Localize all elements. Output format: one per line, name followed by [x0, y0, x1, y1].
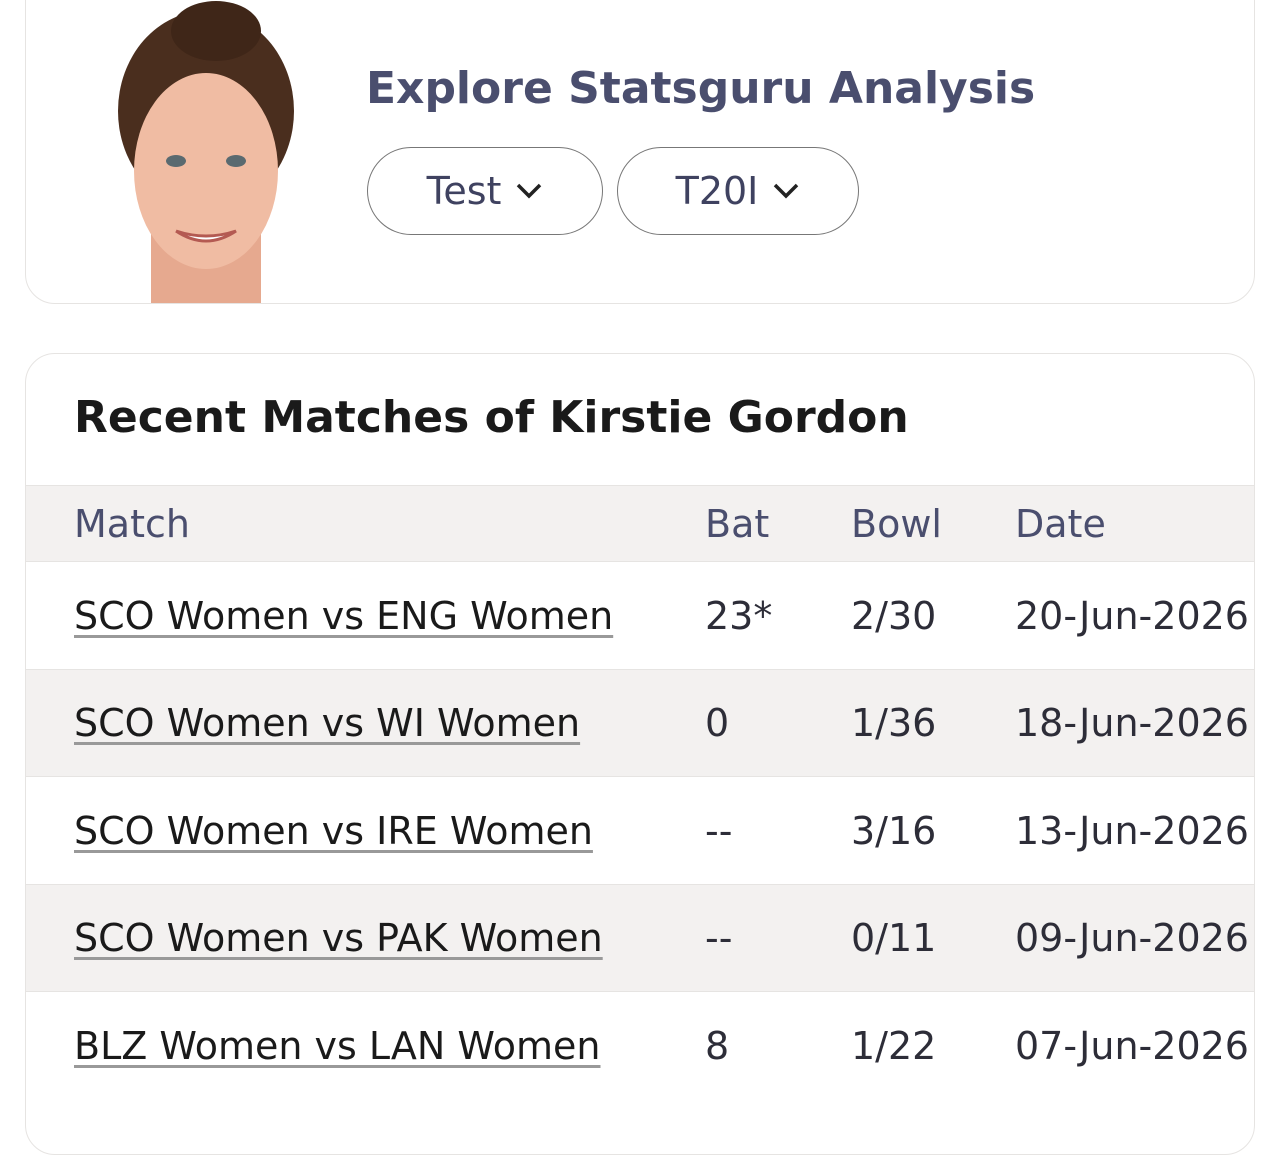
- column-header: Bowl: [851, 502, 942, 546]
- table-row: SCO Women vs PAK Women -- 0/11 09-Jun-2026: [26, 883, 1254, 992]
- match-link[interactable]: BLZ Women vs LAN Women: [74, 1023, 601, 1068]
- section-title: Explore Statsguru Analysis: [366, 63, 1036, 114]
- column-header: Date: [1015, 502, 1106, 546]
- table-row: SCO Women vs IRE Women -- 3/16 13-Jun-2026: [26, 776, 1254, 884]
- match-link[interactable]: SCO Women vs PAK Women: [74, 916, 603, 960]
- table-header: Match Bat Bowl Date: [26, 485, 1254, 562]
- chevron-icon: [517, 183, 542, 199]
- table-cell: --: [705, 916, 733, 960]
- table-row: SCO Women vs WI Women 0 1/36 18-Jun-2026: [26, 668, 1254, 777]
- column-header: Bat: [705, 502, 770, 546]
- match-link[interactable]: SCO Women vs WI Women: [74, 701, 581, 745]
- dropdown-label: T20I: [675, 169, 759, 213]
- table-cell: 3/16: [851, 808, 937, 853]
- column-header: Match: [74, 502, 190, 546]
- table-cell: 23*: [705, 593, 773, 638]
- table-cell: 8: [705, 1023, 730, 1068]
- statsguru-card: Explore Statsguru Analysis Test T20I: [25, 0, 1255, 304]
- match-link[interactable]: SCO Women vs IRE Women: [74, 808, 593, 853]
- table-cell: 0: [705, 701, 730, 745]
- format-dropdown[interactable]: Test: [367, 147, 603, 235]
- table-cell: 1/36: [851, 701, 937, 745]
- table-cell: 13-Jun-2026: [1015, 808, 1249, 853]
- table-row: BLZ Women vs LAN Women 8 1/22 07-Jun-2026: [26, 991, 1254, 1099]
- card-title: Recent Matches of Kirstie Gordon: [74, 392, 909, 443]
- chevron-icon: [774, 183, 799, 199]
- recent-matches-card: Recent Matches of Kirstie Gordon Match Ba…: [25, 353, 1255, 1155]
- format-dropdown[interactable]: T20I: [617, 147, 859, 235]
- table-cell: --: [705, 808, 733, 853]
- table-cell: 20-Jun-2026: [1015, 593, 1249, 638]
- match-link[interactable]: SCO Women vs ENG Women: [74, 593, 614, 638]
- player-photo: [118, 1, 294, 303]
- table-cell: 1/22: [851, 1023, 937, 1068]
- dropdown-label: Test: [426, 169, 502, 213]
- table-cell: 07-Jun-2026: [1015, 1023, 1249, 1068]
- page: Explore Statsguru Analysis Test T20I Rec…: [25, 0, 1255, 1155]
- table-cell: 0/11: [851, 916, 937, 960]
- table-cell: 2/30: [851, 593, 937, 638]
- table-cell: 09-Jun-2026: [1015, 916, 1249, 960]
- table-cell: 18-Jun-2026: [1015, 701, 1249, 745]
- table-row: SCO Women vs ENG Women 23* 2/30 20-Jun-2026: [26, 561, 1254, 669]
